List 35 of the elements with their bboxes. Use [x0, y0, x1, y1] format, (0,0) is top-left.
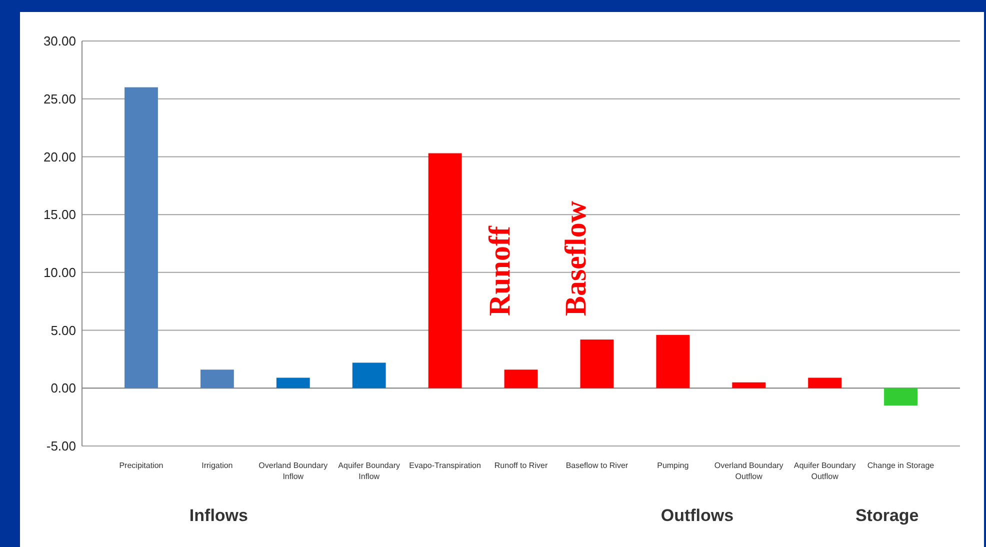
- bar: [200, 370, 234, 388]
- annotation: Runoff: [484, 224, 517, 316]
- y-tick-label: 15.00: [43, 207, 76, 222]
- bar: [504, 370, 538, 388]
- x-tick-label: Overland Boundary Inflow: [258, 461, 328, 481]
- y-tick-label: 20.00: [43, 149, 76, 164]
- x-tick-label: Pumping: [657, 461, 689, 470]
- text: Inflows: [189, 506, 248, 525]
- bar: [124, 87, 158, 388]
- annotation: Baseflow: [560, 200, 593, 316]
- bar: [276, 378, 310, 388]
- y-tick-label: -5.00: [46, 438, 76, 454]
- x-tick-label: Runoff to River: [494, 461, 548, 470]
- y-tick-label: 25.00: [43, 91, 76, 106]
- x-tick-label: Precipitation: [119, 461, 164, 470]
- x-tick-label: Change in Storage: [867, 461, 935, 470]
- y-tick-label: 0.00: [50, 380, 76, 396]
- bar: [656, 334, 690, 388]
- y-tick-label: 10.00: [43, 264, 76, 280]
- bar: [428, 153, 462, 388]
- bar: [352, 362, 386, 388]
- bar: [580, 340, 614, 388]
- y-tick-label: 30.00: [43, 34, 76, 49]
- bar: [732, 382, 766, 388]
- bar: [884, 388, 918, 406]
- x-tick-label: Overland Boundary Outflow: [714, 461, 784, 481]
- y-tick-label: 5.00: [50, 322, 76, 338]
- x-tick-label: Baseflow to River: [566, 461, 628, 470]
- x-tick-label: Aquifer Boundary Inflow: [338, 461, 400, 481]
- x-tick-label: Irrigation: [202, 461, 233, 470]
- x-tick-label: Aquifer Boundary Outflow: [794, 461, 856, 481]
- text: Outflows: [660, 506, 734, 525]
- bar: [808, 378, 842, 388]
- x-tick-label: Evapo-Transpiration: [409, 461, 481, 470]
- text: Storage: [855, 506, 919, 525]
